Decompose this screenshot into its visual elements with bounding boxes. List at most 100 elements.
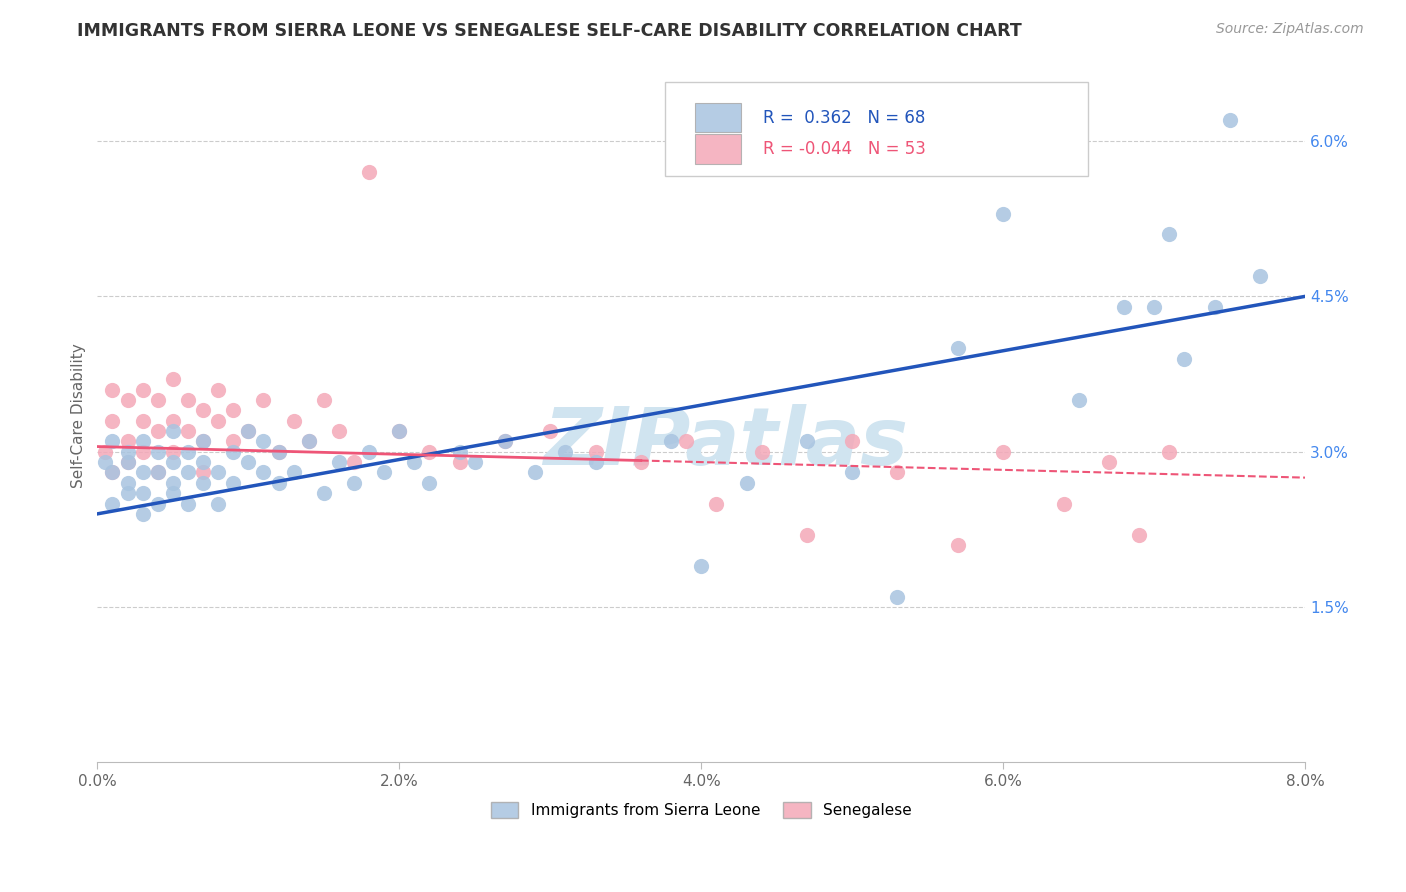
Point	[991, 206, 1014, 220]
Point	[252, 434, 274, 449]
Point	[1204, 300, 1226, 314]
Point	[796, 434, 818, 449]
Y-axis label: Self-Care Disability: Self-Care Disability	[72, 343, 86, 488]
Point	[177, 496, 200, 510]
Point	[418, 475, 440, 490]
Point	[94, 444, 117, 458]
Point	[101, 383, 124, 397]
Point	[404, 455, 426, 469]
Point	[449, 444, 471, 458]
Point	[1159, 444, 1181, 458]
Point	[267, 444, 290, 458]
Point	[554, 444, 576, 458]
Point	[191, 475, 214, 490]
Text: R = -0.044   N = 53: R = -0.044 N = 53	[763, 140, 925, 158]
Point	[162, 475, 184, 490]
Point	[418, 444, 440, 458]
Point	[328, 424, 350, 438]
Point	[222, 434, 245, 449]
Point	[252, 466, 274, 480]
Point	[312, 486, 335, 500]
Point	[117, 486, 139, 500]
Point	[131, 414, 153, 428]
Point	[267, 444, 290, 458]
Point	[146, 496, 169, 510]
Point	[146, 424, 169, 438]
Legend: Immigrants from Sierra Leone, Senegalese: Immigrants from Sierra Leone, Senegalese	[485, 796, 918, 824]
Point	[388, 424, 411, 438]
Point	[191, 455, 214, 469]
Point	[207, 496, 229, 510]
Point	[841, 466, 863, 480]
Point	[238, 455, 260, 469]
Point	[751, 444, 773, 458]
Point	[524, 466, 547, 480]
Text: ZIPatlas: ZIPatlas	[543, 404, 908, 483]
Point	[207, 383, 229, 397]
Point	[267, 475, 290, 490]
Point	[117, 475, 139, 490]
Point	[1159, 227, 1181, 242]
Point	[1128, 527, 1150, 541]
Point	[630, 455, 652, 469]
Point	[538, 424, 561, 438]
Point	[1249, 268, 1271, 283]
Point	[494, 434, 516, 449]
Point	[117, 455, 139, 469]
Point	[704, 496, 727, 510]
Point	[796, 527, 818, 541]
Point	[1038, 145, 1060, 159]
Point	[162, 444, 184, 458]
Point	[449, 455, 471, 469]
Point	[162, 424, 184, 438]
Point	[343, 455, 366, 469]
Point	[117, 392, 139, 407]
Point	[298, 434, 321, 449]
Point	[222, 475, 245, 490]
Point	[886, 466, 908, 480]
Point	[162, 414, 184, 428]
Point	[162, 486, 184, 500]
Point	[191, 434, 214, 449]
Bar	[695, 103, 741, 132]
Point	[1219, 113, 1241, 128]
Point	[177, 392, 200, 407]
Point	[991, 444, 1014, 458]
Point	[162, 372, 184, 386]
Point	[131, 466, 153, 480]
Point	[494, 434, 516, 449]
Point	[359, 165, 381, 179]
Point	[252, 392, 274, 407]
Point	[1067, 392, 1090, 407]
FancyBboxPatch shape	[665, 82, 1088, 176]
Point	[101, 434, 124, 449]
Point	[222, 444, 245, 458]
Point	[328, 455, 350, 469]
Point	[946, 538, 969, 552]
Point	[191, 466, 214, 480]
Point	[312, 392, 335, 407]
Point	[131, 486, 153, 500]
Text: Source: ZipAtlas.com: Source: ZipAtlas.com	[1216, 22, 1364, 37]
Point	[1052, 496, 1074, 510]
Text: R =  0.362   N = 68: R = 0.362 N = 68	[763, 109, 925, 127]
Point	[177, 444, 200, 458]
Point	[283, 466, 305, 480]
Point	[283, 414, 305, 428]
Point	[1143, 300, 1166, 314]
Point	[1098, 455, 1121, 469]
Point	[177, 424, 200, 438]
Point	[117, 444, 139, 458]
Point	[117, 434, 139, 449]
Point	[117, 455, 139, 469]
Point	[146, 466, 169, 480]
Point	[359, 444, 381, 458]
Point	[101, 466, 124, 480]
Bar	[695, 135, 741, 163]
Point	[101, 496, 124, 510]
Text: IMMIGRANTS FROM SIERRA LEONE VS SENEGALESE SELF-CARE DISABILITY CORRELATION CHAR: IMMIGRANTS FROM SIERRA LEONE VS SENEGALE…	[77, 22, 1022, 40]
Point	[343, 475, 366, 490]
Point	[886, 590, 908, 604]
Point	[690, 558, 713, 573]
Point	[131, 383, 153, 397]
